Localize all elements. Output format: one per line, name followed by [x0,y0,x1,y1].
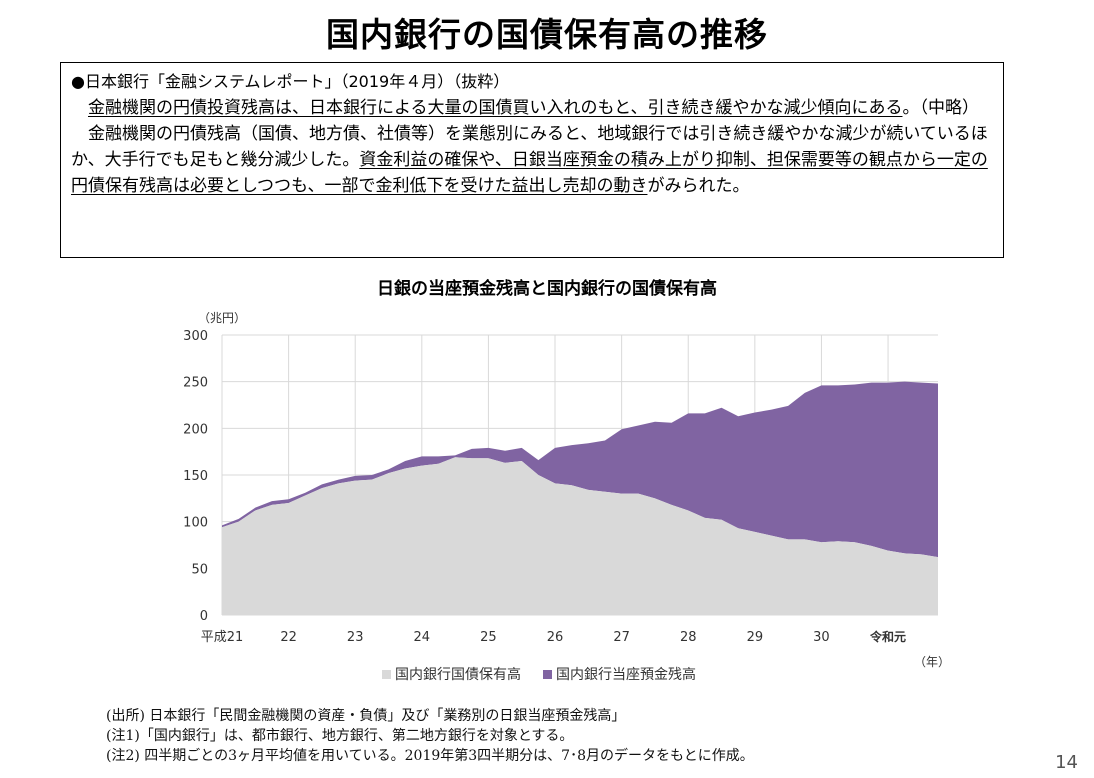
chart-legend: 国内銀行国債保有高 国内銀行当座預金残高 [382,664,696,684]
x-tick-label: 27 [613,630,630,645]
y-tick-label: 50 [191,562,208,577]
note-2: (注2) 四半期ごとの3ヶ月平均値を用いている。2019年第3四半期分は、7･8… [106,748,754,764]
quote-p1-underlined: 金融機関の円債投資残高は、日本銀行による大量の国債買い入れのもと、引き続き緩やか… [88,98,903,118]
quote-paragraph-1: 金融機関の円債投資残高は、日本銀行による大量の国債買い入れのもと、引き続き緩やか… [71,95,995,121]
note-source: (出所) 日本銀行「民間金融機関の資産・負債」及び「業務別の日銀当座預金残高」 [106,708,626,724]
chart-title: 日銀の当座預金残高と国内銀行の国債保有高 [377,279,717,299]
quote-heading: ●日本銀行「金融システムレポート」（2019年４月）（抜粋） [71,72,510,91]
x-tick-label: 22 [280,630,297,645]
legend-swatch-gray [382,669,391,679]
area-current-account-balance [222,381,938,558]
legend-swatch-purple [543,669,552,679]
y-tick-label: 150 [183,469,208,484]
legend-item-current-account: 国内銀行当座預金残高 [543,664,696,684]
quote-p1-rest: 。（中略） [902,98,979,118]
y-tick-label: 250 [183,376,208,391]
source-notes: (出所) 日本銀行「民間金融機関の資産・負債」及び「業務別の日銀当座預金残高」 … [106,706,754,766]
x-tick-label: 30 [813,630,830,645]
legend-item-jgb-holdings: 国内銀行国債保有高 [382,664,521,684]
slide-title: 国内銀行の国債保有高の推移 [326,15,768,54]
quote-p2-tail: がみられた。 [647,176,750,196]
x-tick-label: 23 [347,630,364,645]
x-axis-unit-label: （年） [914,655,950,669]
y-tick-label: 200 [183,422,208,437]
x-tick-label: 24 [414,630,431,645]
x-tick-label: 26 [547,630,564,645]
legend-label-current-account: 国内銀行当座預金残高 [556,667,696,683]
y-tick-label: 300 [183,329,208,344]
y-axis-unit-label: （兆円） [198,311,246,325]
quote-p2-plain: 金融機関の円債残高（国債、地方債、社債等）を業態別にみると、地域銀行では引き続き… [71,124,988,170]
x-tick-label: 28 [680,630,697,645]
quote-box: ●日本銀行「金融システムレポート」（2019年４月）（抜粋） 金融機関の円債投資… [60,62,1004,258]
quote-p2-underlined: 資金利益の確保や、日銀当座預金の積み上がり抑制、担保需要等の観点から一定の円債保… [71,150,988,196]
x-tick-label: 令和元 [869,629,906,644]
x-tick-label: 25 [480,630,497,645]
area-jgb-holdings [222,457,938,615]
x-tick-label: 29 [747,630,764,645]
x-tick-label: 平成21 [201,630,244,645]
legend-label-jgb-holdings: 国内銀行国債保有高 [395,667,521,683]
page-number: 14 [1055,752,1078,773]
y-tick-label: 0 [200,609,208,624]
note-1: (注1)「国内銀行」は、都市銀行、地方銀行、第二地方銀行を対象とする。 [106,728,574,744]
y-tick-label: 100 [183,516,208,531]
quote-paragraph-2: 金融機関の円債残高（国債、地方債、社債等）を業態別にみると、地域銀行では引き続き… [71,121,995,199]
